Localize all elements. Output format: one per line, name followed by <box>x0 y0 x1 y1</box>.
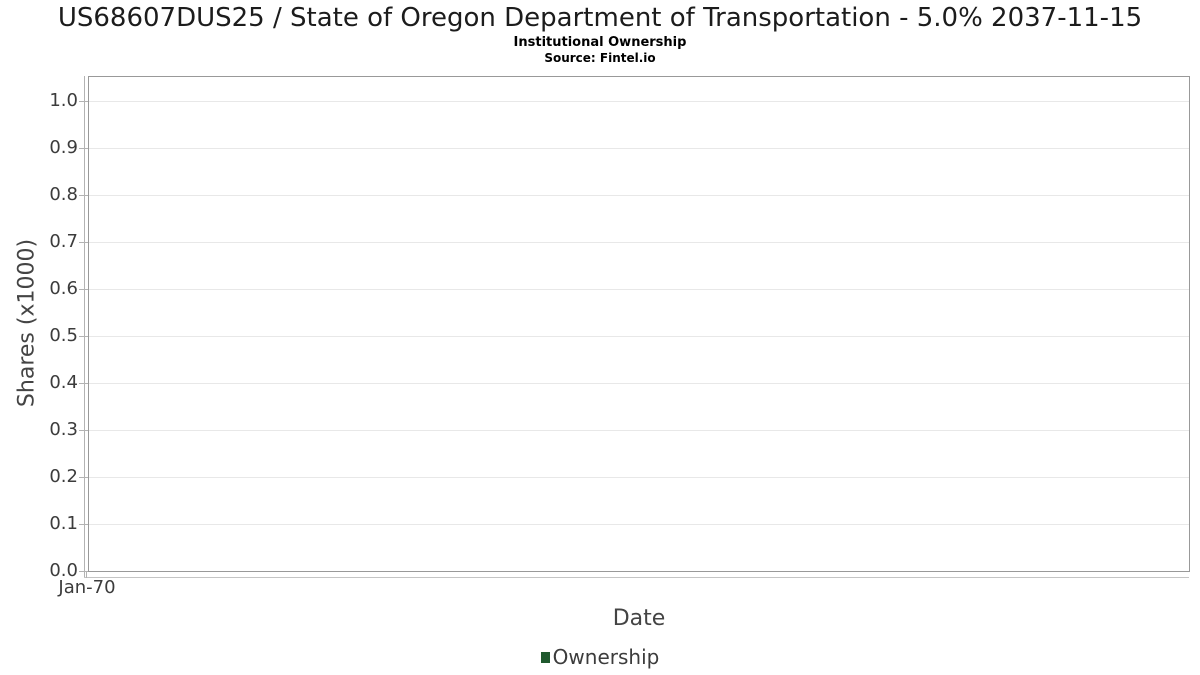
legend-marker-ownership <box>540 651 550 663</box>
y-axis-tick-label-0.6: 0.6 <box>49 278 78 299</box>
y-axis-tick-mark-0.4 <box>79 383 88 384</box>
gridline-y-0.9 <box>89 148 1189 149</box>
legend: Ownership <box>0 644 1200 670</box>
y-axis-tick-label-0.0: 0.0 <box>49 560 78 581</box>
gridline-y-0.8 <box>89 195 1189 196</box>
y-axis-tick-label-0.5: 0.5 <box>49 325 78 346</box>
chart-source: Source: Fintel.io <box>544 51 656 65</box>
y-axis-tick-mark-0.0 <box>79 571 88 572</box>
y-axis-tick-label-0.2: 0.2 <box>49 466 78 487</box>
y-axis-tick-mark-1.0 <box>79 101 88 102</box>
y-axis-tick-label-0.4: 0.4 <box>49 372 78 393</box>
chart-subtitle: Institutional Ownership <box>513 35 687 50</box>
y-axis-tick-mark-0.7 <box>79 242 88 243</box>
x-axis-tick-mark <box>86 572 87 578</box>
gridline-y-0.2 <box>89 477 1189 478</box>
y-axis-tick-label-0.3: 0.3 <box>49 419 78 440</box>
y-axis-tick-label-0.9: 0.9 <box>49 137 78 158</box>
y-axis-tick-label-0.7: 0.7 <box>49 231 78 252</box>
gridline-y-0.7 <box>89 242 1189 243</box>
y-axis-line <box>84 76 85 578</box>
y-axis-tick-mark-0.6 <box>79 289 88 290</box>
gridline-y-0.4 <box>89 383 1189 384</box>
y-axis-tick-label-1.0: 1.0 <box>49 90 78 111</box>
gridline-y-0.3 <box>89 430 1189 431</box>
x-axis-line <box>84 577 1189 578</box>
gridline-y-0.6 <box>89 289 1189 290</box>
legend-label-ownership: Ownership <box>552 645 660 669</box>
gridline-y-0.1 <box>89 524 1189 525</box>
y-axis-tick-mark-0.3 <box>79 430 88 431</box>
y-axis-tick-mark-0.8 <box>79 195 88 196</box>
x-axis-tick-label: Jan-70 <box>58 577 116 598</box>
y-axis-tick-mark-0.2 <box>79 477 88 478</box>
y-axis-tick-label-0.1: 0.1 <box>49 513 78 534</box>
gridline-y-1.0 <box>89 101 1189 102</box>
chart-title: US68607DUS25 / State of Oregon Departmen… <box>57 3 1143 33</box>
y-axis-tick-label-0.8: 0.8 <box>49 184 78 205</box>
y-axis-tick-mark-0.9 <box>79 148 88 149</box>
gridline-y-0.5 <box>89 336 1189 337</box>
x-axis-label: Date <box>612 606 666 631</box>
plot-area <box>88 76 1190 572</box>
y-axis-tick-mark-0.5 <box>79 336 88 337</box>
y-axis-tick-mark-0.1 <box>79 524 88 525</box>
